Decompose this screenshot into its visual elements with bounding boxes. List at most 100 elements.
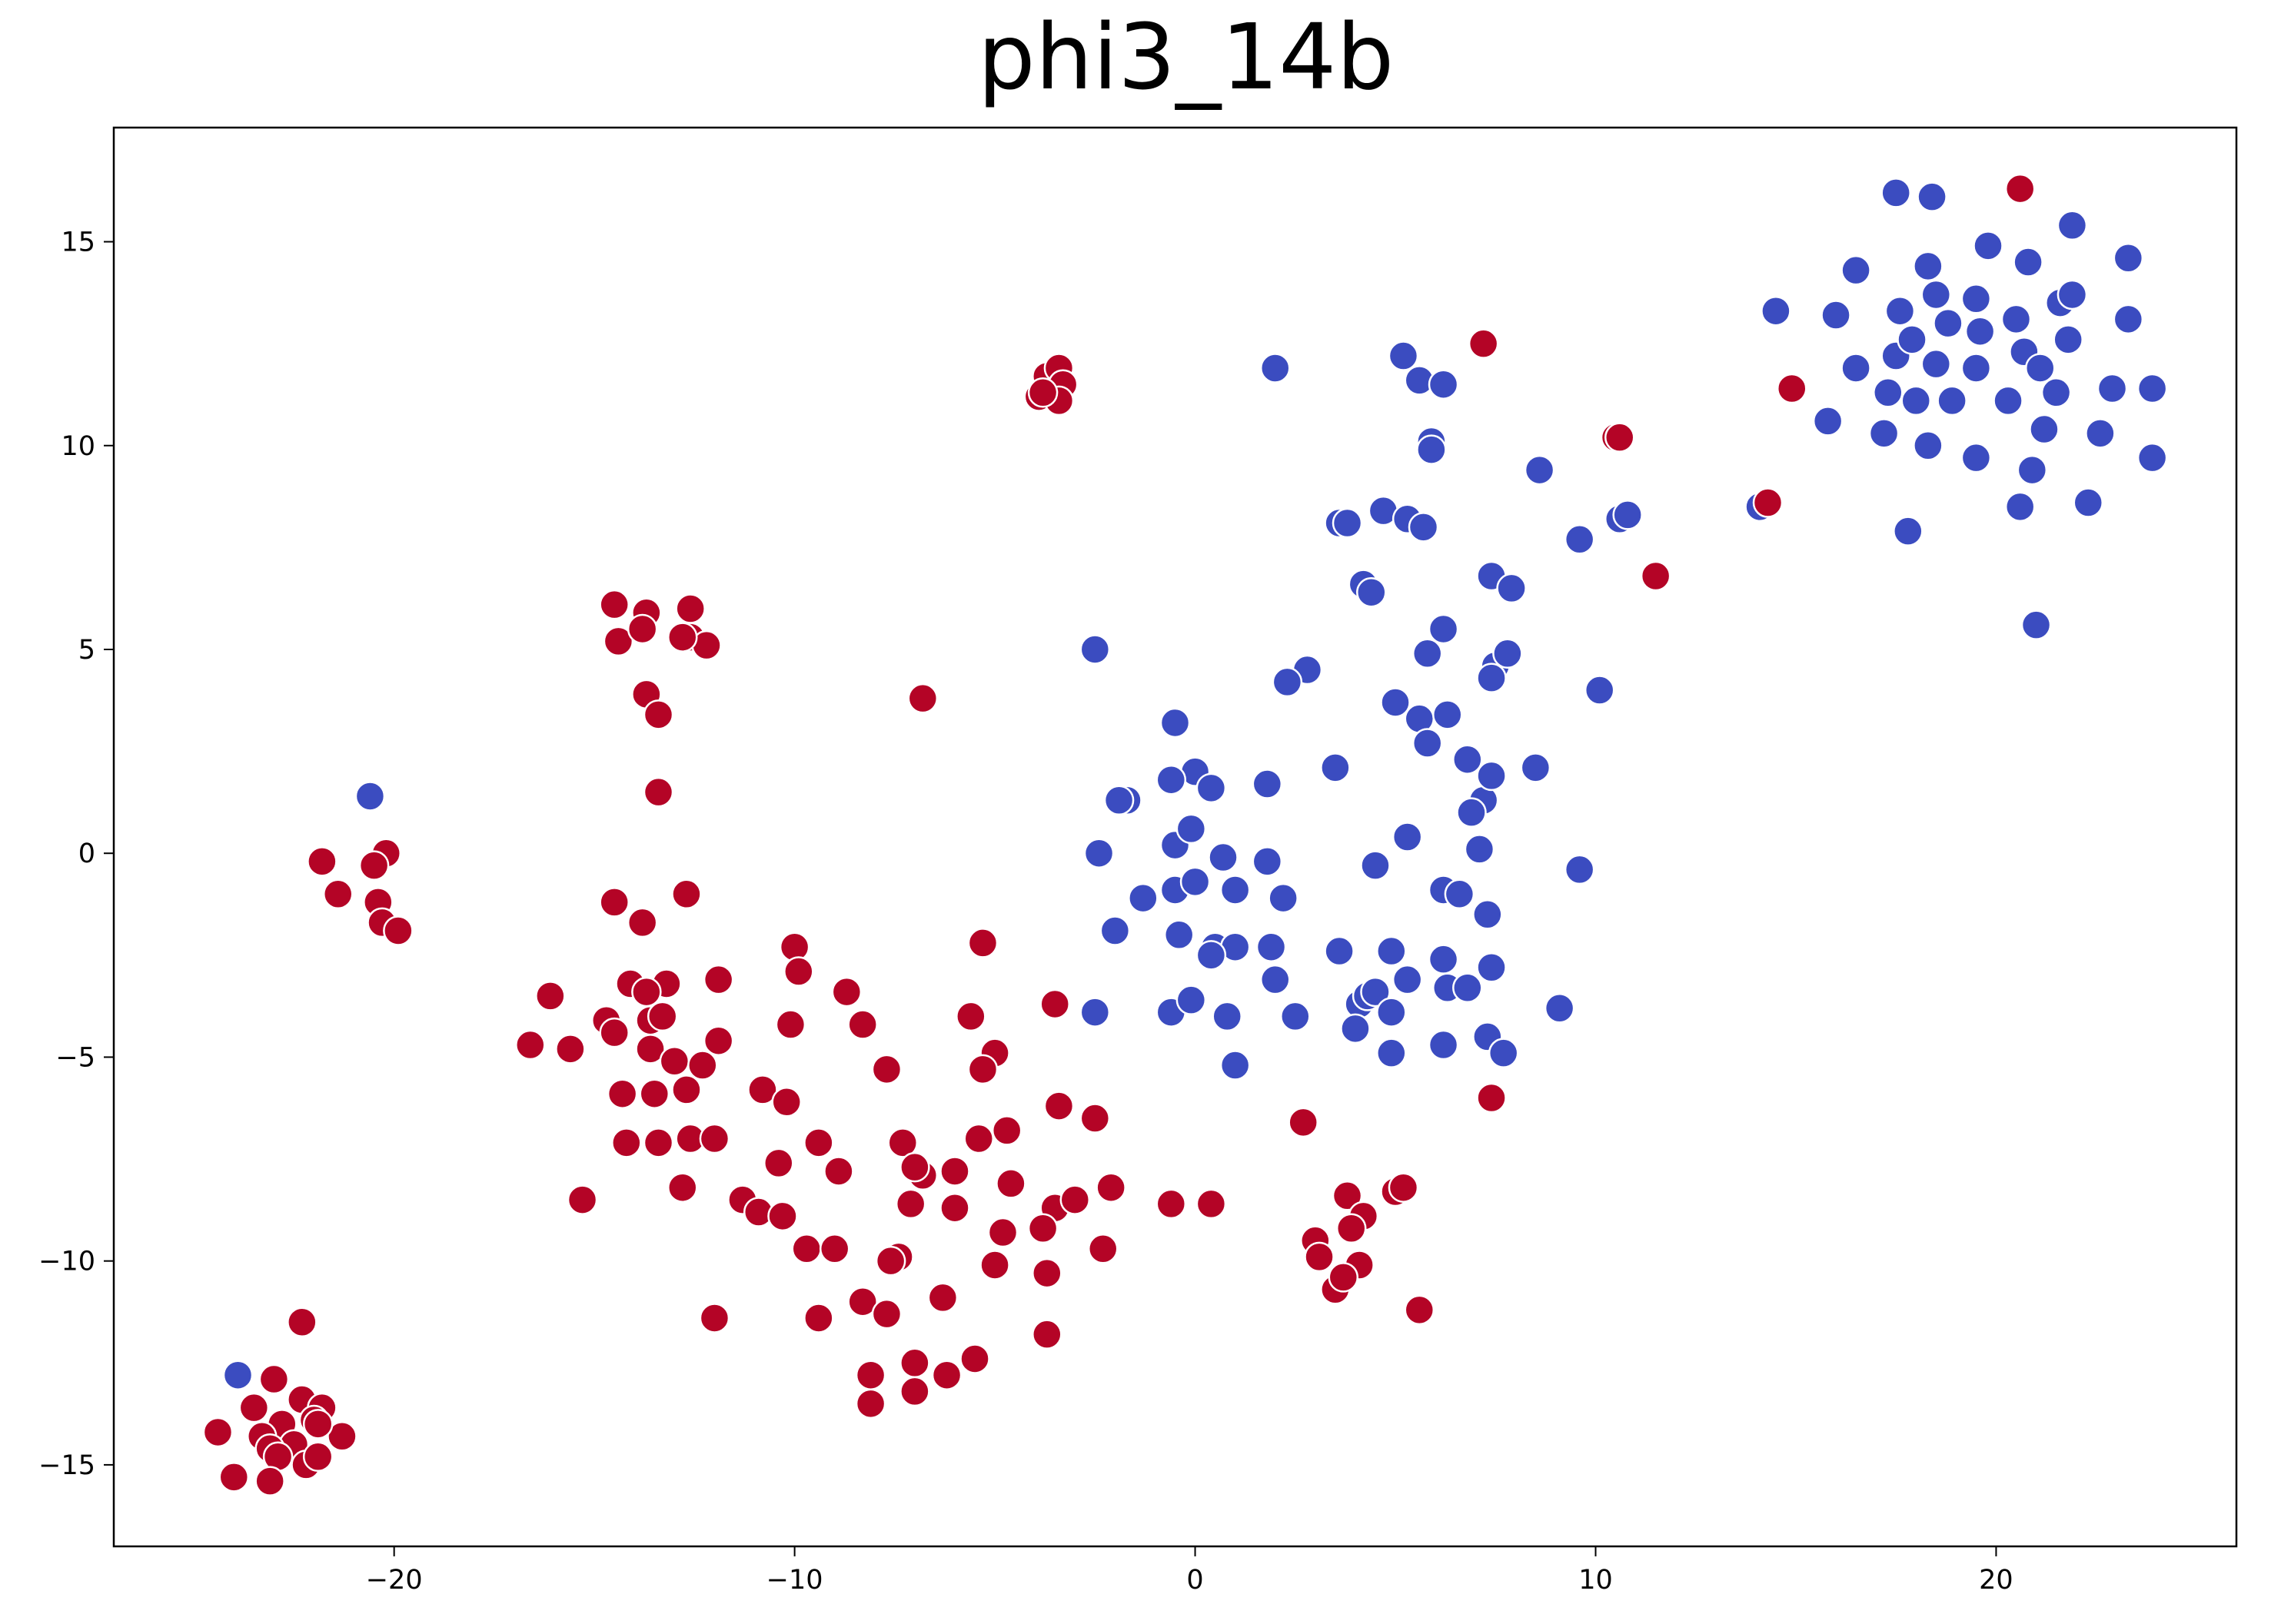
scatter-point	[2017, 454, 2048, 486]
scatter-point	[287, 1307, 318, 1337]
scatter-point	[639, 1078, 670, 1109]
scatter-point	[1840, 254, 1871, 286]
scatter-point	[927, 1282, 959, 1313]
scatter-point	[775, 1009, 806, 1040]
scatter-point	[1272, 666, 1303, 698]
scatter-point	[603, 626, 634, 657]
scatter-point	[671, 878, 702, 910]
scatter-point	[1496, 573, 1527, 604]
scatter-point	[2096, 373, 2128, 404]
scatter-point	[611, 1128, 642, 1158]
scatter-point	[956, 1001, 986, 1032]
scatter-point	[599, 589, 630, 620]
scatter-point	[1761, 295, 1791, 327]
scatter-point	[1219, 1050, 1251, 1081]
scatter-point	[1428, 1029, 1459, 1061]
scatter-point	[1032, 1257, 1062, 1289]
scatter-point	[1175, 985, 1207, 1015]
scatter-point	[1195, 1188, 1227, 1220]
scatter-point	[2073, 487, 2104, 518]
scatter-point	[996, 1168, 1026, 1199]
scatter-point	[1973, 231, 2003, 261]
scatter-point	[302, 1441, 334, 1473]
scatter-point	[1464, 834, 1495, 865]
scatter-point	[1376, 935, 1407, 967]
scatter-point	[2113, 242, 2144, 274]
scatter-point	[1840, 353, 1871, 384]
scatter-point	[819, 1234, 850, 1264]
scatter-point	[2113, 304, 2144, 335]
scatter-point	[1175, 813, 1207, 845]
scatter-point	[1280, 1001, 1311, 1032]
scatter-point	[2057, 279, 2088, 311]
scatter-point	[1476, 760, 1507, 792]
scatter-point	[1492, 638, 1523, 669]
scatter-point	[1360, 976, 1391, 1008]
scatter-point	[1428, 613, 1459, 645]
scatter-point	[1083, 838, 1115, 868]
scatter-point	[1640, 560, 1671, 592]
scatter-point	[763, 1147, 794, 1179]
scatter-point	[1195, 772, 1227, 804]
scatter-point	[1993, 385, 2023, 417]
scatter-point	[1212, 1001, 1242, 1032]
scatter-point	[599, 1017, 630, 1048]
scatter-point	[907, 682, 939, 714]
scatter-point	[1404, 1294, 1435, 1326]
scatter-point	[238, 1392, 270, 1423]
scatter-point	[218, 1462, 250, 1493]
scatter-point	[1259, 353, 1291, 384]
scatter-point	[2020, 609, 2052, 640]
scatter-point	[1897, 324, 1927, 355]
scatter-point	[1032, 1319, 1062, 1350]
scatter-point	[1255, 932, 1287, 962]
scatter-point	[1428, 944, 1459, 975]
scatter-point	[703, 1025, 734, 1056]
chart-title: phi3_14b	[977, 4, 1395, 110]
scatter-point	[2136, 373, 2168, 404]
scatter-point	[1376, 1038, 1407, 1068]
scatter-point	[1380, 687, 1411, 718]
scatter-point	[1411, 638, 1443, 669]
x-tick-label: 20	[1979, 1565, 2013, 1596]
scatter-point	[307, 846, 337, 877]
scatter-point	[767, 1201, 798, 1232]
scatter-point	[1444, 878, 1475, 910]
scatter-point	[871, 1054, 903, 1085]
scatter-point	[1096, 1172, 1126, 1203]
scatter-point	[1340, 1013, 1371, 1044]
scatter-point	[1155, 1188, 1187, 1220]
scatter-point	[699, 1303, 730, 1333]
scatter-point	[899, 1347, 930, 1379]
scatter-point	[667, 1172, 698, 1203]
scatter-point	[1913, 251, 1944, 282]
scatter-point	[1544, 993, 1575, 1024]
scatter-point	[535, 981, 566, 1011]
scatter-point	[2057, 210, 2088, 241]
scatter-point	[939, 1156, 970, 1187]
scatter-point	[1524, 454, 1555, 486]
scatter-point	[671, 1074, 702, 1105]
scatter-point	[1920, 279, 1952, 311]
scatter-point	[1416, 434, 1447, 465]
scatter-point	[699, 1123, 730, 1154]
scatter-point	[931, 1360, 963, 1390]
scatter-point	[1913, 430, 1944, 461]
scatter-point	[1868, 418, 1900, 449]
scatter-point	[607, 1078, 638, 1109]
scatter-point	[599, 887, 630, 918]
y-tick-label: −15	[38, 1450, 95, 1481]
scatter-point	[847, 1009, 878, 1040]
scatter-point	[1079, 997, 1111, 1028]
scatter-point	[327, 1421, 357, 1452]
scatter-point	[1087, 1234, 1119, 1264]
scatter-point	[1388, 1172, 1419, 1203]
y-tick-label: −5	[55, 1042, 95, 1073]
scatter-point	[2053, 324, 2083, 355]
scatter-point	[803, 1128, 834, 1158]
scatter-point	[659, 1046, 690, 1077]
scatter-point	[358, 850, 390, 881]
scatter-point	[1159, 707, 1191, 739]
scatter-point	[1304, 1241, 1335, 1273]
scatter-point	[1612, 500, 1643, 530]
